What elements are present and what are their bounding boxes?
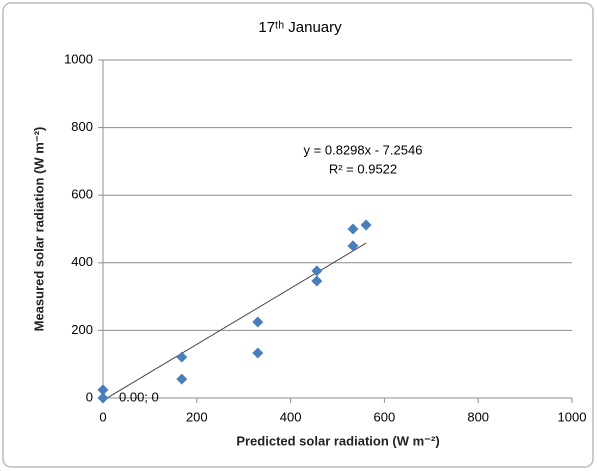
data-point bbox=[360, 219, 372, 231]
trendline-equation: y = 0.8298x - 7.2546 bbox=[304, 142, 423, 157]
x-tick-label: 400 bbox=[280, 409, 302, 424]
trendline bbox=[102, 242, 367, 401]
data-point bbox=[347, 240, 359, 252]
x-tick-label: 1000 bbox=[558, 409, 587, 424]
data-point bbox=[252, 347, 264, 359]
y-tick-label: 1000 bbox=[64, 51, 93, 66]
data-label: 0.00; 0 bbox=[119, 389, 159, 404]
data-point bbox=[97, 392, 109, 404]
data-point bbox=[347, 223, 359, 235]
x-tick-label: 600 bbox=[374, 409, 396, 424]
y-tick-label: 600 bbox=[71, 187, 93, 202]
trendline-r-squared: R² = 0.9522 bbox=[329, 161, 397, 176]
x-axis-title: Predicted solar radiation (W m⁻²) bbox=[236, 433, 439, 448]
chart-title: 17ᵗʰ January bbox=[258, 19, 342, 36]
x-tick-label: 0 bbox=[99, 409, 106, 424]
data-point bbox=[252, 316, 264, 328]
data-point bbox=[176, 373, 188, 385]
data-point bbox=[176, 351, 188, 363]
x-tick-label: 200 bbox=[186, 409, 208, 424]
y-tick-label: 200 bbox=[71, 322, 93, 337]
y-tick-label: 0 bbox=[86, 389, 93, 404]
y-axis-title: Measured solar radiation (W m⁻²) bbox=[31, 127, 46, 332]
y-tick-label: 400 bbox=[71, 254, 93, 269]
data-point bbox=[97, 384, 109, 396]
data-point bbox=[311, 265, 323, 277]
x-tick-label: 800 bbox=[467, 409, 489, 424]
y-tick-label: 800 bbox=[71, 119, 93, 134]
data-point bbox=[311, 275, 323, 287]
